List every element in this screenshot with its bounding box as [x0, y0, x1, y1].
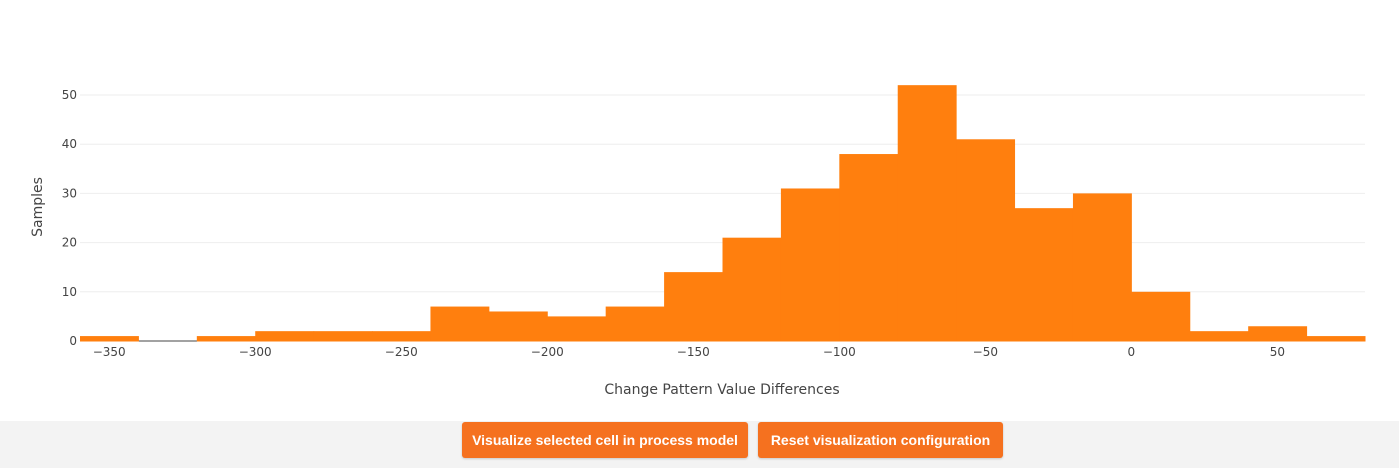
reset-configuration-button[interactable]: Reset visualization configuration: [758, 422, 1003, 458]
x-tick-label: −350: [93, 345, 126, 359]
x-tick-labels: −350 −300 −250 −200 −150 −100 −50 0 50: [93, 345, 1285, 359]
y-axis-title: Samples: [30, 177, 46, 237]
histogram-bar[interactable]: [605, 306, 665, 342]
histogram-bar[interactable]: [196, 336, 256, 342]
visualize-cell-button[interactable]: Visualize selected cell in process model: [462, 422, 748, 458]
histogram-bar[interactable]: [780, 188, 840, 342]
histogram-bar[interactable]: [664, 272, 723, 342]
footer-toolbar: Visualize selected cell in process model…: [0, 421, 1399, 468]
histogram-svg: −350 −300 −250 −200 −150 −100 −50 0 50 0 10 20 30 40…: [30, 85, 1366, 398]
x-tick-label: −250: [385, 345, 418, 359]
x-tick-label: −50: [973, 345, 998, 359]
x-tick-label: −300: [239, 345, 272, 359]
x-tick-label: −100: [823, 345, 856, 359]
histogram-bar[interactable]: [255, 331, 315, 342]
y-tick-label: 30: [62, 186, 77, 200]
histogram-bar[interactable]: [1131, 291, 1191, 342]
x-tick-label: 50: [1270, 345, 1285, 359]
histogram-bar[interactable]: [839, 154, 899, 342]
histogram-bar[interactable]: [722, 237, 782, 342]
y-tick-labels: 0 10 20 30 40 50: [62, 88, 77, 348]
histogram-chart: −350 −300 −250 −200 −150 −100 −50 0 50 0 10 20 30 40…: [30, 85, 1366, 398]
bar-layer[interactable]: [80, 85, 1366, 342]
x-tick-label: −150: [677, 345, 710, 359]
y-tick-label: 10: [62, 285, 77, 299]
histogram-bar[interactable]: [897, 85, 957, 342]
y-tick-label: 0: [69, 334, 77, 348]
histogram-bar[interactable]: [1306, 336, 1366, 342]
histogram-bar[interactable]: [956, 139, 1016, 342]
histogram-bar[interactable]: [488, 311, 548, 342]
histogram-bar[interactable]: [1248, 326, 1308, 342]
histogram-bar[interactable]: [313, 331, 373, 342]
y-tick-label: 50: [62, 88, 77, 102]
x-tick-label: −200: [531, 345, 564, 359]
histogram-bar[interactable]: [1014, 208, 1074, 342]
histogram-bar[interactable]: [1189, 331, 1249, 342]
histogram-bar[interactable]: [430, 306, 490, 342]
histogram-bar[interactable]: [1072, 193, 1132, 342]
histogram-bar[interactable]: [372, 331, 431, 342]
y-tick-label: 40: [62, 137, 77, 151]
y-tick-label: 20: [62, 236, 77, 250]
histogram-bar[interactable]: [547, 316, 607, 342]
x-tick-label: 0: [1128, 345, 1136, 359]
histogram-bar[interactable]: [80, 336, 139, 342]
x-axis-title: Change Pattern Value Differences: [604, 382, 839, 398]
